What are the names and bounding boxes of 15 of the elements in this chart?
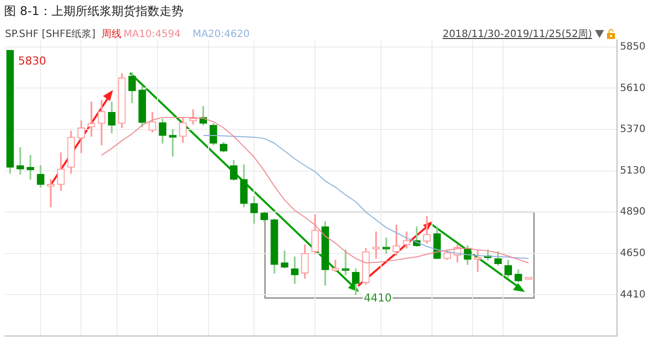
annotation: 4410: [364, 292, 392, 305]
y-tick-label: 5850: [620, 41, 646, 52]
chart-title: 图 8-1：上期所纸浆期货指数走势: [4, 3, 184, 20]
chart-subtitle: SP.SHF [SHFE纸浆]: [5, 29, 96, 40]
y-tick-label: 4650: [620, 248, 646, 259]
y-tick-label: 5370: [620, 124, 646, 136]
y-tick-label: 5130: [620, 165, 646, 176]
text: 周线: [102, 29, 122, 40]
text: MA10:4594: [124, 29, 181, 40]
y-tick-label: 4410: [620, 289, 646, 300]
annotation: 5830: [18, 54, 46, 68]
y-tick-label: 5610: [620, 82, 646, 94]
text: 2018/11/30-2019/11/25(52周): [442, 28, 592, 41]
text: MA20:4620: [192, 29, 250, 40]
y-tick-label: 4890: [620, 206, 646, 218]
